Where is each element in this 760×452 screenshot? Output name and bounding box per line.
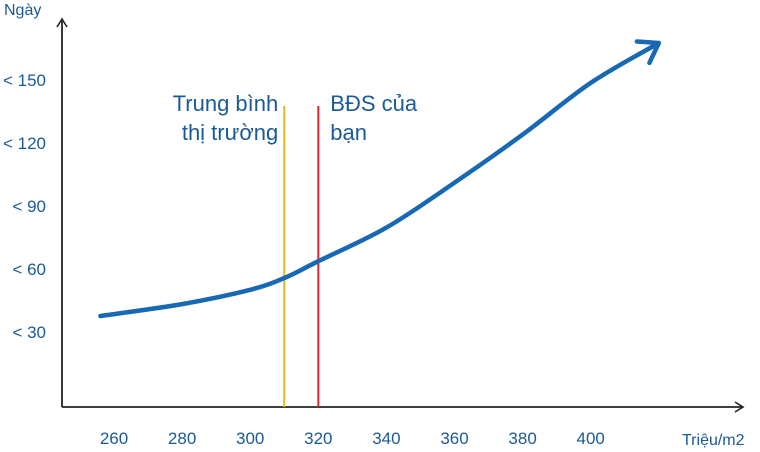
x-axis-title: Triệu/m2: [682, 432, 745, 449]
x-tick-label: 300: [236, 429, 264, 448]
y-tick-label: < 150: [3, 71, 46, 90]
marker-label: Trung bình thị trường: [173, 91, 279, 145]
x-tick-label: 340: [372, 429, 400, 448]
x-tick-label: 400: [577, 429, 605, 448]
marker-lines: Trung bình thị trường BĐS của bạn: [173, 91, 418, 407]
y-tick-label: < 30: [12, 323, 46, 342]
y-axis-title: Ngày: [4, 2, 41, 19]
x-tick-label: 360: [440, 429, 468, 448]
marker-label-line: thị trường: [182, 120, 278, 145]
x-tick-labels: 260 280 300 320 340 360 380 400: [100, 429, 605, 448]
marker-label: BĐS của bạn: [330, 91, 418, 145]
x-tick-label: 260: [100, 429, 128, 448]
marker-label-line: bạn: [330, 120, 367, 145]
marker-label-line: BĐS của: [330, 91, 418, 116]
y-tick-label: < 120: [3, 134, 46, 153]
y-tick-label: < 60: [12, 260, 46, 279]
x-tick-label: 280: [168, 429, 196, 448]
y-tick-labels: < 30 < 60 < 90 < 120 < 150: [3, 71, 46, 342]
x-tick-label: 320: [304, 429, 332, 448]
marker-label-line: Trung bình: [173, 91, 279, 116]
x-tick-label: 380: [508, 429, 536, 448]
curve-arrowhead: [634, 39, 662, 66]
y-tick-label: < 90: [12, 197, 46, 216]
demand-curve: [98, 40, 662, 319]
